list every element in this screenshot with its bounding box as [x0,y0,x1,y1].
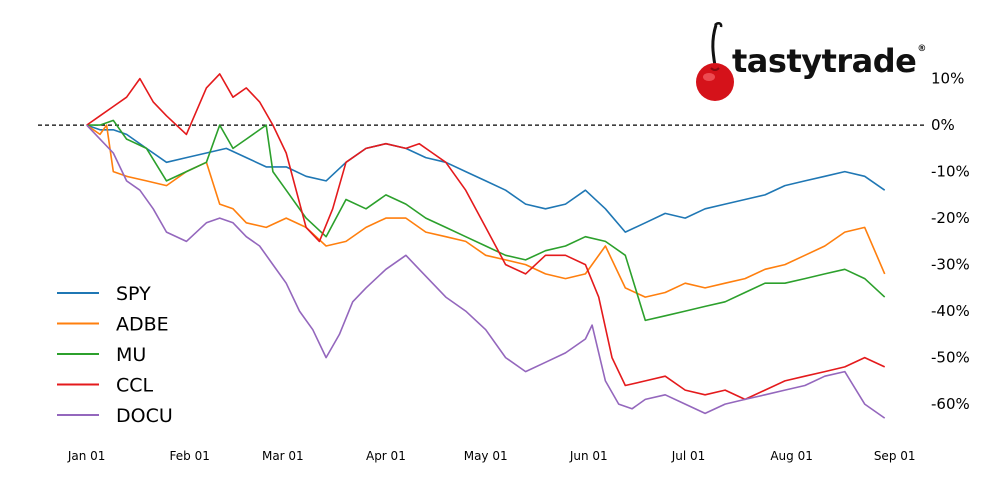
x-tick-label: Feb 01 [170,449,210,463]
x-tick-label: Jun 01 [569,449,608,463]
y-axis-ticks: 10% 0% -10% -20% -30% -40% -50% -60% [931,70,970,414]
y-tick-label: -30% [931,256,970,274]
series-line-docu [86,124,886,419]
legend-label-docu: DOCU [116,405,173,427]
x-tick-label: May 01 [464,449,508,463]
y-tick-label: -60% [931,395,970,413]
cherry-icon [696,22,734,101]
series-layer [86,73,886,419]
x-tick-label: Apr 01 [366,449,406,463]
series-line-spy [86,124,886,233]
legend-label-spy: SPY [116,283,151,305]
x-axis-ticks: Jan 01 Feb 01 Mar 01 Apr 01 May 01 Jun 01 Jul … [67,449,916,463]
y-tick-label: -40% [931,302,970,320]
series-line-mu [86,119,886,322]
x-tick-label: Sep 01 [874,449,916,463]
tastytrade-logo: tastytrade® [694,20,926,110]
x-tick-label: Jan 01 [67,449,106,463]
y-tick-label: -10% [931,163,970,181]
legend-label-ccl: CCL [116,375,154,397]
brand-wordmark: tastytrade® [732,42,926,80]
x-tick-label: Jul 01 [671,449,706,463]
registered-mark: ® [917,44,926,54]
y-tick-label: 10% [931,70,964,88]
legend: SPY ADBE MU CCL DOCU [57,283,173,427]
legend-label-mu: MU [116,344,146,366]
x-tick-label: Aug 01 [770,449,813,463]
series-line-adbe [86,124,886,298]
series-line-ccl [86,73,886,401]
x-tick-label: Mar 01 [262,449,304,463]
y-tick-label: -20% [931,209,970,227]
y-tick-label: 0% [931,116,955,134]
legend-label-adbe: ADBE [116,314,169,336]
brand-name: tastytrade [732,42,917,80]
y-tick-label: -50% [931,349,970,367]
